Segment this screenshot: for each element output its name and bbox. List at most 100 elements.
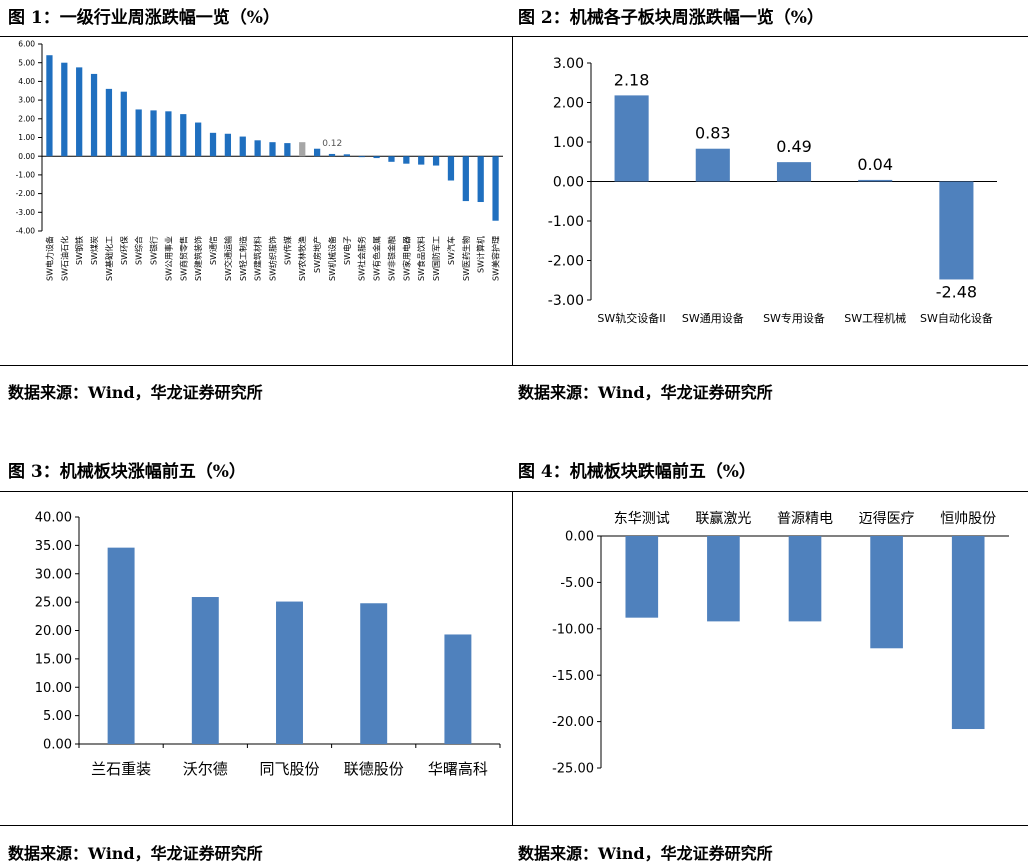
bar-2: [61, 62, 68, 157]
bar-2: [191, 597, 219, 744]
category-label: SW房地产: [312, 236, 322, 273]
y-tick-label: 6.00: [18, 40, 35, 49]
y-tick-label: 0.00: [18, 152, 35, 161]
bar-24: [388, 156, 395, 162]
category-label: SW纺织服饰: [268, 236, 278, 281]
y-tick-label: 2.00: [553, 95, 584, 111]
category-label: SW交通运输: [223, 236, 233, 281]
y-tick-label: -3.00: [16, 208, 36, 217]
bar-10: [180, 114, 187, 157]
category-label: SW计算机: [476, 236, 486, 273]
y-tick-label: 30.00: [35, 567, 72, 582]
y-tick-label: 0.00: [43, 738, 72, 753]
figure-3-source: 数据来源：Wind，华龙证券研究所: [8, 844, 263, 863]
y-tick-label: 0.00: [565, 530, 594, 545]
vertical-divider-top: [512, 36, 513, 365]
category-label: SW食品饮料: [416, 236, 426, 281]
y-tick-label: 5.00: [18, 58, 35, 67]
data-label: 0.83: [695, 124, 731, 143]
category-label: SW公用事业: [163, 236, 173, 281]
mid-rule-1: [0, 365, 1028, 366]
category-label: SW轻工制造: [238, 236, 248, 281]
bar-4: [360, 603, 388, 744]
category-label: SW建筑装饰: [193, 236, 203, 281]
category-label: SW电子: [342, 236, 352, 265]
bar-4: [90, 73, 98, 157]
y-tick-label: 4.00: [18, 77, 35, 86]
y-tick-label: 20.00: [35, 624, 72, 639]
chart-machinery-top-losers: -25.00 -20.00 -15.00 -10.00 -5.00 0.00 东华测试 联赢激…: [552, 510, 1009, 777]
figure-4-title: 图 4：机械板块跌幅前五（%）: [518, 462, 756, 482]
y-tick-label: 1.00: [18, 133, 35, 142]
category-label: SW专用设备: [763, 311, 825, 325]
y-tick-label: 1.00: [553, 135, 584, 151]
data-label: 0.49: [776, 137, 812, 156]
bar-6: [120, 91, 127, 157]
bar-22: [358, 156, 365, 158]
mid-rule-2: [0, 491, 1028, 492]
bar-30: [477, 156, 484, 203]
y-tick-label: 0.00: [553, 174, 584, 190]
figure-4-source: 数据来源：Wind，华龙证券研究所: [518, 844, 773, 863]
category-label: SW机械设备: [327, 236, 337, 281]
category-label: SW有色金属: [372, 236, 382, 281]
y-tick-label: -15.00: [552, 669, 594, 684]
bar-2: [707, 536, 740, 622]
y-tick-label: 35.00: [35, 539, 72, 554]
category-label: 联赢激光: [695, 510, 751, 527]
bar-14: [239, 136, 246, 157]
category-label: SW国防军工: [431, 236, 441, 281]
figure-1-source: 数据来源：Wind，华龙证券研究所: [8, 383, 263, 402]
bar-8: [150, 110, 157, 157]
category-label: SW银行: [149, 236, 159, 265]
y-tick-label: -1.00: [548, 214, 584, 230]
bar-7: [135, 109, 142, 157]
bar-18: [299, 142, 306, 157]
category-label: 同飞股份: [259, 760, 319, 778]
bar-5: [939, 181, 974, 280]
category-label: SW农林牧渔: [297, 236, 307, 281]
bar-16: [269, 142, 276, 157]
category-label: 沃尔德: [183, 760, 228, 778]
y-tick-label: 15.00: [35, 652, 72, 667]
y-tick-label: -3.00: [548, 293, 584, 309]
y-tick-label: 25.00: [35, 596, 72, 611]
category-label: 迈得医疗: [859, 510, 915, 527]
bar-5: [444, 634, 472, 744]
category-label: SW通用设备: [682, 311, 744, 325]
y-tick-label: 40.00: [35, 511, 72, 526]
category-label: SW社会服务: [357, 236, 367, 281]
y-tick-label: -2.00: [16, 189, 36, 198]
bar-20: [328, 153, 336, 157]
top-rule: [0, 36, 1028, 37]
y-tick-label: 2.00: [18, 114, 35, 123]
category-label: SW电力设备: [44, 236, 54, 281]
annotation-label: 0.12: [322, 139, 342, 149]
category-label: 东华测试: [614, 511, 670, 527]
chart-machinery-subsector-change: -3.00 -2.00 -1.00 0.00 1.00 2.00 3.00 2.18 SW轨交设…: [548, 56, 997, 325]
y-tick-label: -4.00: [16, 227, 36, 236]
y-tick-label: -2.00: [548, 253, 584, 269]
bar-12: [209, 132, 217, 157]
bar-19: [313, 148, 321, 157]
bar-1: [46, 55, 53, 157]
category-label: SW钢铁: [74, 236, 84, 265]
bar-28: [447, 156, 455, 181]
data-label: 0.04: [857, 155, 893, 174]
data-label: 2.18: [614, 70, 650, 89]
bottom-rule: [0, 825, 1028, 826]
category-label: SW综合: [134, 236, 144, 265]
bar-26: [418, 156, 425, 165]
figure-3-title: 图 3：机械板块涨幅前五（%）: [8, 462, 246, 482]
bar-15: [254, 140, 261, 157]
category-label: SW家用电器: [401, 236, 411, 281]
category-label: SW通信: [208, 236, 218, 265]
bar-4: [870, 536, 903, 649]
category-label: 联德股份: [344, 760, 404, 778]
category-label: SW传媒: [282, 236, 292, 265]
category-label: SW医药生物: [461, 236, 471, 281]
bar-3: [276, 601, 303, 744]
bar-5: [105, 88, 113, 157]
bar-9: [165, 111, 172, 157]
bar-25: [403, 156, 410, 164]
